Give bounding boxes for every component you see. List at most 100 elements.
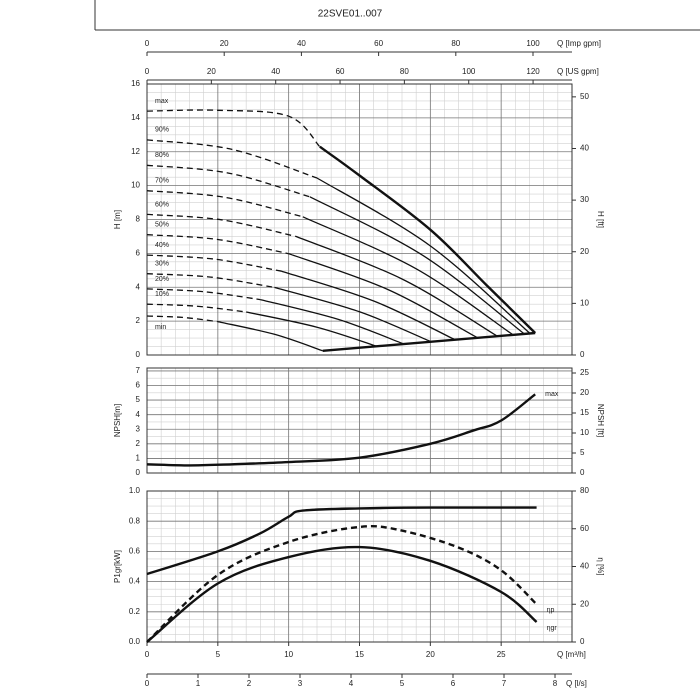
y2-axis-title: η [%] — [596, 557, 605, 575]
x-tick-label: 120 — [526, 67, 540, 76]
x-tick-label: 5 — [216, 650, 221, 659]
curve — [260, 298, 404, 345]
curve — [316, 177, 530, 334]
y-tick-label: 16 — [131, 79, 140, 88]
x-tick-label: 8 — [553, 679, 558, 688]
y-tick-label: 0 — [136, 350, 141, 359]
y-tick-label: 0.4 — [129, 577, 141, 586]
curve-label: 40% — [155, 242, 169, 249]
y-tick-label: 12 — [131, 147, 140, 156]
x-axis-title: Q [m³/h] — [557, 650, 586, 659]
curve-label: 50% — [155, 222, 169, 229]
y-tick-label: 2 — [136, 316, 141, 325]
y-tick-label: 10 — [131, 181, 140, 190]
curve — [288, 253, 478, 339]
y2-tick-label: 60 — [580, 524, 589, 533]
y2-tick-label: 10 — [580, 298, 589, 307]
curve — [146, 164, 311, 198]
y-tick-label: 14 — [131, 113, 140, 122]
curve-label: 80% — [155, 152, 169, 159]
curve-label: 10% — [155, 291, 169, 298]
y-tick-label: 6 — [136, 248, 141, 257]
x-tick-label: 40 — [271, 67, 280, 76]
x-axis-title: Q [US gpm] — [557, 67, 599, 76]
y2-tick-label: 25 — [580, 368, 589, 377]
x-axis-title: Q [l/s] — [566, 679, 587, 688]
y-tick-label: 2 — [136, 439, 141, 448]
curve-label: 90% — [155, 127, 169, 134]
curve-label: ηp — [547, 607, 555, 614]
x-tick-label: 20 — [207, 67, 216, 76]
y2-tick-label: 80 — [580, 486, 589, 495]
y2-tick-label: 0 — [580, 637, 585, 646]
y2-tick-label: 50 — [580, 92, 589, 101]
curve-label: min — [155, 324, 166, 331]
y-axis-title: P1gr[kW] — [113, 550, 122, 583]
x-tick-label: 1 — [196, 679, 201, 688]
y-axis-title: H [m] — [113, 210, 122, 229]
x-tick-label: 20 — [220, 39, 229, 48]
curve-label: max — [155, 98, 169, 105]
y-tick-label: 0 — [136, 468, 141, 477]
curve — [319, 145, 537, 334]
y2-tick-label: 20 — [580, 388, 589, 397]
curve-label: 20% — [155, 276, 169, 283]
y-tick-label: 3 — [136, 424, 141, 433]
curve — [302, 216, 513, 336]
curve — [146, 139, 318, 179]
y2-tick-label: 40 — [580, 562, 589, 571]
curve — [146, 393, 536, 467]
y-tick-label: 0.8 — [129, 516, 141, 525]
y-tick-label: 5 — [136, 395, 141, 404]
y-tick-label: 1.0 — [129, 486, 141, 495]
curve — [295, 235, 498, 337]
y2-tick-label: 5 — [580, 448, 585, 457]
plot-frame — [146, 367, 573, 474]
y2-tick-label: 40 — [580, 144, 589, 153]
x-tick-label: 100 — [462, 67, 476, 76]
y2-tick-label: 0 — [580, 350, 585, 359]
y-tick-label: 6 — [136, 381, 141, 390]
x-tick-label: 100 — [526, 39, 540, 48]
x-tick-label: 2 — [247, 679, 252, 688]
x-tick-label: 5 — [400, 679, 405, 688]
y2-tick-label: 0 — [580, 468, 585, 477]
y-tick-label: 0.0 — [129, 637, 141, 646]
x-tick-label: 0 — [145, 650, 150, 659]
x-tick-label: 6 — [451, 679, 456, 688]
x-tick-label: 0 — [145, 67, 150, 76]
x-tick-label: 3 — [298, 679, 303, 688]
x-tick-label: 60 — [374, 39, 383, 48]
x-tick-label: 0 — [145, 679, 150, 688]
x-tick-label: 25 — [497, 650, 506, 659]
curve — [217, 320, 323, 352]
curve-label: max — [545, 391, 559, 398]
curve — [146, 213, 296, 238]
curve — [146, 190, 303, 218]
y-axis-title: NPSH[m] — [113, 404, 122, 437]
x-tick-label: 7 — [502, 679, 507, 688]
curve-label: 70% — [155, 178, 169, 185]
x-axis-title: Q [Imp gpm] — [557, 39, 601, 48]
chart-title: 22SVE01..007 — [318, 9, 383, 20]
curve — [146, 288, 261, 301]
curve — [146, 109, 321, 148]
curve — [146, 524, 538, 643]
x-tick-label: 40 — [297, 39, 306, 48]
curve — [146, 303, 247, 313]
y-tick-label: 4 — [136, 410, 141, 419]
plot-frame — [146, 83, 573, 356]
y-tick-label: 8 — [136, 215, 141, 224]
curve — [246, 311, 377, 347]
y2-axis-title: H [ft] — [596, 211, 605, 228]
x-tick-label: 20 — [426, 650, 435, 659]
y-tick-label: 0.2 — [129, 607, 141, 616]
x-tick-label: 15 — [355, 650, 364, 659]
y2-tick-label: 15 — [580, 408, 589, 417]
y-tick-label: 1 — [136, 454, 141, 463]
curve — [146, 234, 289, 255]
curve — [309, 196, 525, 335]
y2-axis-title: NPSH [ft] — [596, 404, 605, 437]
x-tick-label: 80 — [400, 67, 409, 76]
y-tick-label: 4 — [136, 282, 141, 291]
